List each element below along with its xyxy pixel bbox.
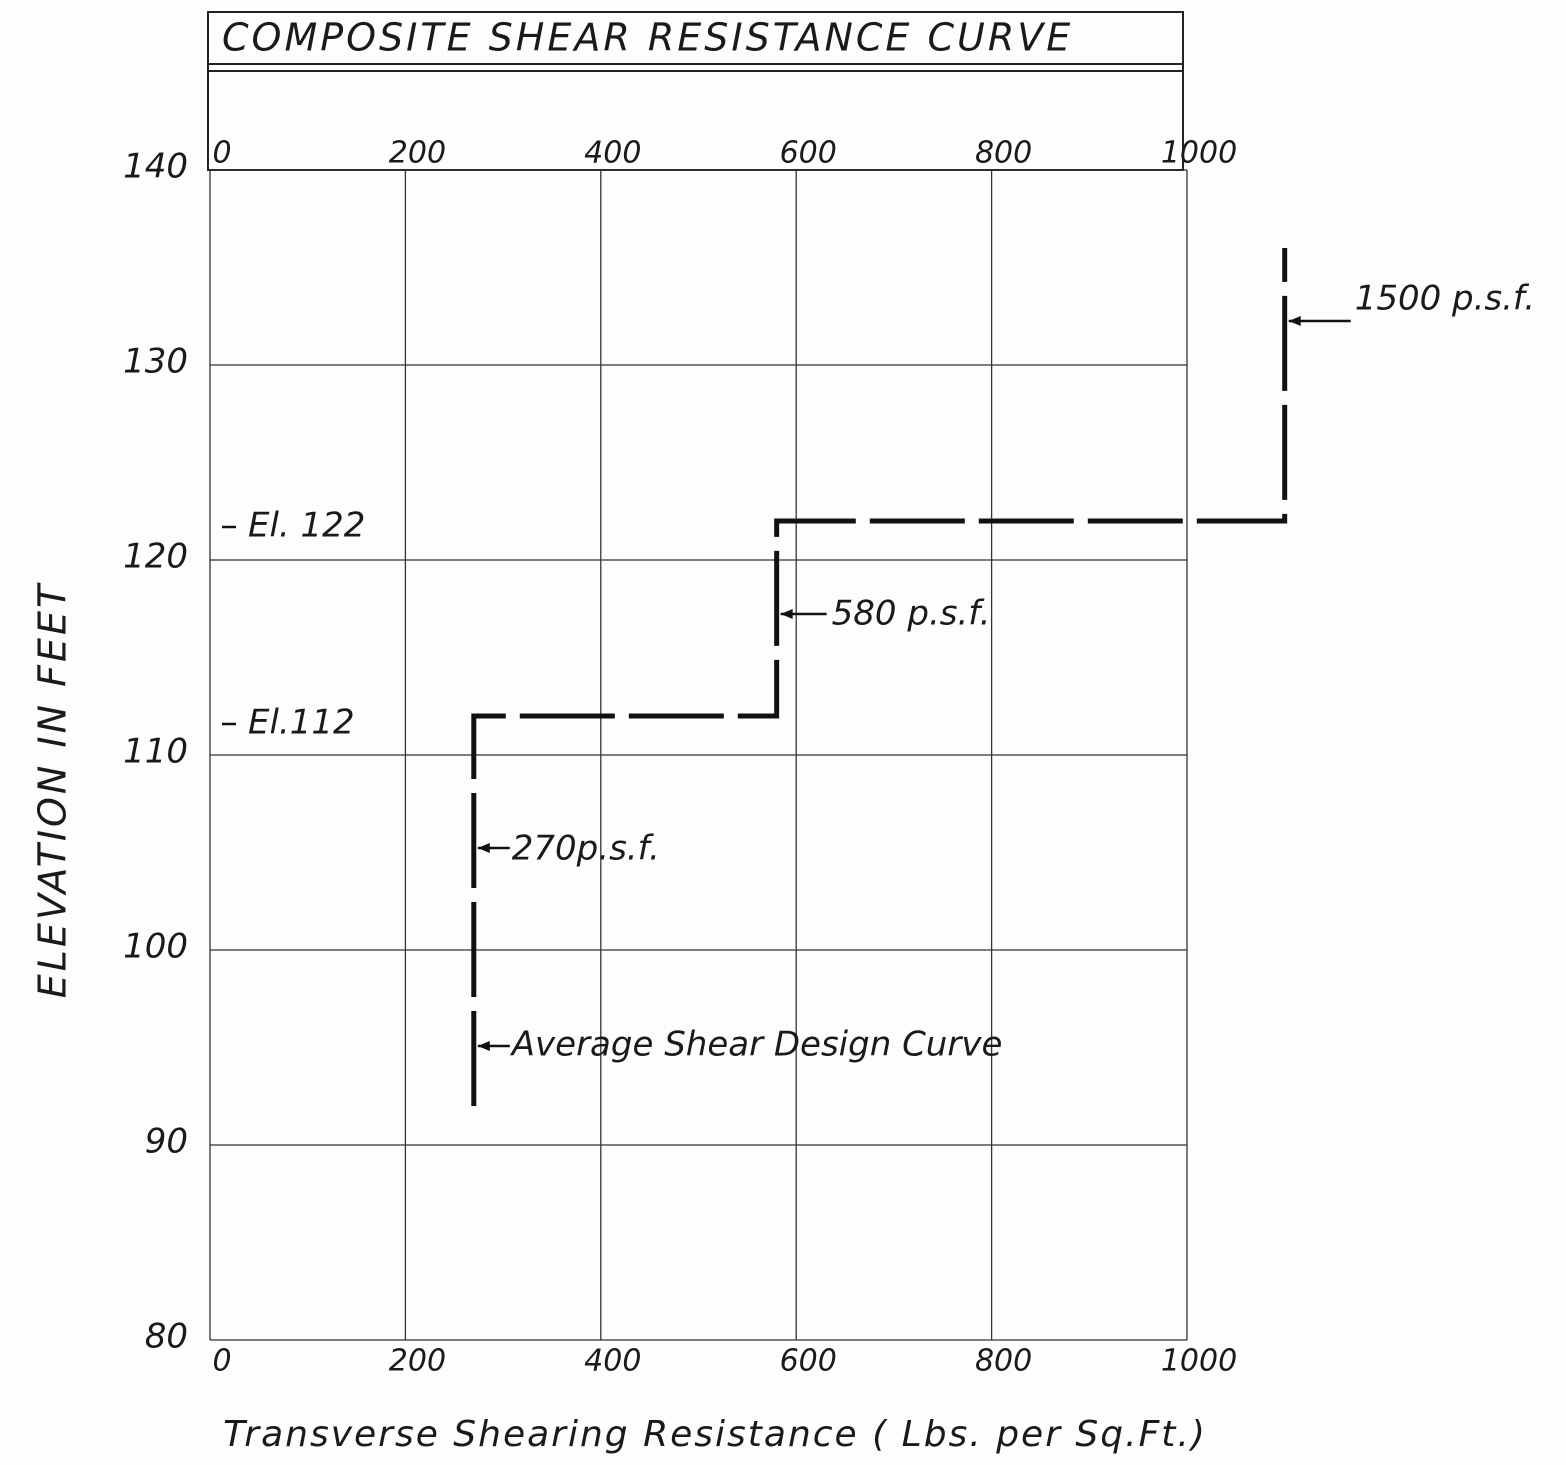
annotation: El. 122 bbox=[248, 506, 365, 546]
x-tick-label-top: 200 bbox=[389, 136, 446, 171]
x-tick-label-bottom: 200 bbox=[389, 1344, 446, 1379]
annotation: 1500 p.s.f. bbox=[1355, 279, 1535, 319]
x-tick-label-top: 400 bbox=[584, 136, 641, 171]
arrow-head bbox=[477, 1041, 490, 1051]
x-tick-label-bottom: 600 bbox=[780, 1344, 837, 1379]
y-tick-label: 140 bbox=[123, 147, 188, 187]
annotation: 270p.s.f. bbox=[512, 829, 660, 869]
y-tick-label: 110 bbox=[123, 732, 188, 772]
y-axis-label: ELEVATION IN FEET bbox=[31, 582, 75, 998]
y-tick-label: 100 bbox=[123, 927, 188, 967]
x-tick-label-bottom: 1000 bbox=[1161, 1344, 1237, 1379]
x-tick-label-top: 800 bbox=[975, 136, 1032, 171]
arrow-head bbox=[1288, 316, 1301, 326]
annotation: El.112 bbox=[248, 703, 355, 743]
annotation: 580 p.s.f. bbox=[832, 594, 991, 634]
arrow-head bbox=[780, 609, 793, 619]
x-tick-label-top: 0 bbox=[212, 136, 231, 171]
x-tick-label-bottom: 800 bbox=[975, 1344, 1032, 1379]
y-tick-label: 120 bbox=[123, 537, 188, 577]
step-curve bbox=[471, 248, 1288, 1106]
arrow-head bbox=[477, 843, 490, 853]
x-tick-label-top: 600 bbox=[780, 136, 837, 171]
chart-title: COMPOSITE SHEAR RESISTANCE CURVE bbox=[222, 16, 1073, 60]
y-tick-label: 90 bbox=[145, 1122, 188, 1162]
annotation: Average Shear Design Curve bbox=[510, 1025, 1003, 1065]
x-tick-label-top: 1000 bbox=[1161, 136, 1237, 171]
x-axis-label: Transverse Shearing Resistance ( Lbs. pe… bbox=[223, 1414, 1207, 1455]
y-tick-label: 130 bbox=[123, 342, 188, 382]
x-tick-label-bottom: 0 bbox=[212, 1344, 231, 1379]
y-tick-label: 80 bbox=[145, 1317, 188, 1357]
x-tick-label-bottom: 400 bbox=[584, 1344, 641, 1379]
